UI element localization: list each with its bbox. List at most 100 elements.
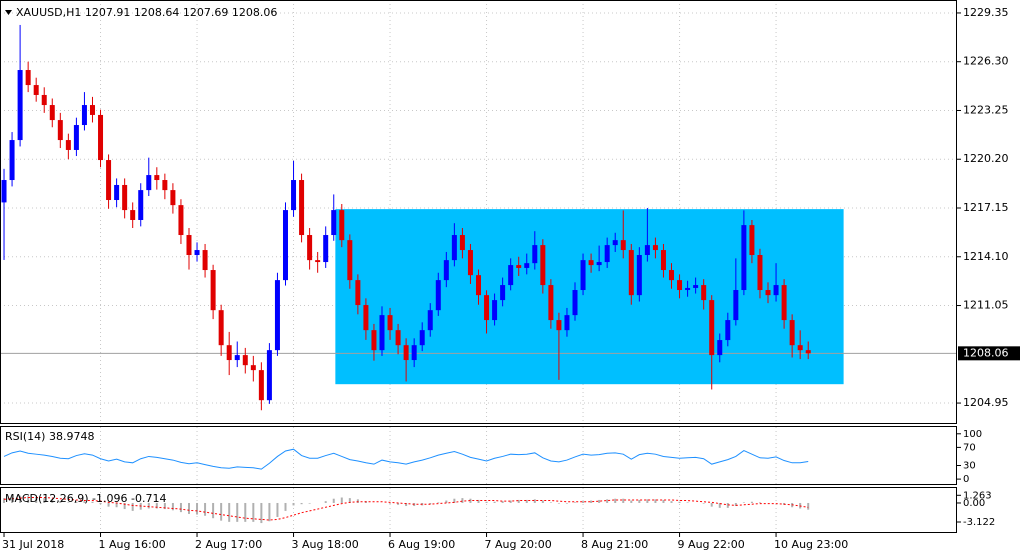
x-tick-label: 6 Aug 19:00 (388, 538, 455, 551)
y-tick-label: 1217.15 (963, 201, 1009, 214)
candle-body (660, 250, 666, 271)
candle-body (741, 225, 747, 291)
candle-body (717, 340, 723, 356)
candle-body (797, 345, 803, 351)
candle-body (379, 315, 385, 351)
candle-body (516, 265, 522, 268)
candle-body (443, 260, 449, 281)
candle-body (202, 250, 208, 271)
candle-body (57, 120, 63, 141)
candle-body (669, 270, 675, 281)
candle-body (492, 300, 498, 321)
x-tick-label: 7 Aug 20:00 (485, 538, 552, 551)
candle-body (307, 235, 313, 261)
candle-body (73, 125, 79, 150)
header-low: 1207.69 (183, 6, 229, 19)
candle-body (274, 280, 280, 351)
y-tick-label: 0.00 (963, 498, 985, 509)
y-tick-label: 1.263 (963, 490, 992, 501)
candle-body (548, 285, 554, 321)
candle-body (250, 365, 256, 371)
signal-line (3, 497, 809, 521)
candle-body (620, 240, 626, 251)
header-open: 1207.91 (85, 6, 131, 19)
candle-body (411, 345, 417, 361)
candle-body (572, 290, 578, 316)
candle-body (282, 210, 288, 281)
candle-body (749, 225, 755, 256)
candle-body (564, 315, 570, 331)
candle-body (81, 105, 87, 126)
candle-body (685, 287, 691, 291)
candle-body (596, 262, 602, 266)
candle-body (805, 350, 811, 354)
candle-body (371, 330, 377, 351)
candle-body (33, 85, 39, 95)
candle-body (323, 235, 329, 263)
candle-body (508, 265, 514, 286)
macd-value: -1.096 (92, 492, 127, 505)
y-tick-label: 1211.05 (963, 299, 1009, 312)
rsi-title: RSI(14) (5, 430, 45, 443)
candle-body (106, 160, 112, 201)
candle-body (540, 245, 546, 286)
candle-body (524, 263, 530, 268)
y-tick-label: 30 (963, 461, 976, 472)
candle-body (258, 370, 264, 401)
x-tick-label: 2 Aug 17:00 (195, 538, 262, 551)
x-tick-label: 1 Aug 16:00 (99, 538, 166, 551)
rsi-line (3, 448, 809, 470)
candle-body (677, 280, 683, 291)
candle-body (347, 240, 353, 281)
y-tick-label: 1223.25 (963, 103, 1009, 116)
y-tick-label: 1204.95 (963, 396, 1009, 409)
candle-body (459, 235, 465, 251)
candle-body (154, 175, 160, 181)
candle-body (427, 310, 433, 331)
candle-body (604, 245, 610, 263)
candle-body (580, 260, 586, 291)
candle-body (363, 305, 369, 331)
x-tick-label: 9 Aug 22:00 (678, 538, 745, 551)
rsi-value: 38.9748 (49, 430, 95, 443)
candle-body (234, 355, 240, 361)
candle-body (130, 210, 136, 220)
candle-body (299, 180, 305, 236)
y-tick-label: 0 (963, 474, 969, 485)
candle-body (49, 105, 55, 121)
candle-body (467, 250, 473, 276)
candle-body (194, 250, 200, 256)
candle-body (89, 105, 95, 115)
candle-body (1, 180, 7, 203)
y-tick-label: 70 (963, 442, 976, 453)
candle-body (419, 330, 425, 346)
candle-body (266, 350, 272, 401)
header: XAUUSD,H1 1207.91 1208.64 1207.69 1208.0… (16, 6, 277, 19)
candle-body (403, 345, 409, 361)
candle-body (435, 280, 441, 311)
y-tick-label: -3.122 (963, 517, 995, 528)
current-price-box (958, 346, 1020, 361)
candle-body (757, 255, 763, 291)
candle-body (355, 280, 361, 306)
y-tick-label: 1214.10 (963, 250, 1009, 263)
macd-label: MACD(12,26,9) -1.096 -0.714 (5, 492, 166, 505)
symbol-menu-arrow[interactable] (5, 10, 12, 15)
candle-body (170, 190, 176, 206)
x-tick-label: 31 Jul 2018 (2, 538, 64, 551)
candle-body (701, 285, 707, 301)
candle-body (395, 330, 401, 346)
candle-body (588, 260, 594, 266)
candle-body (339, 210, 345, 241)
candle-body (733, 290, 739, 321)
candle-body (331, 210, 337, 236)
candle-body (709, 300, 715, 356)
candle-body (122, 184, 128, 211)
candle-body (476, 275, 481, 296)
candle-body (65, 140, 71, 150)
candle-body (162, 180, 168, 191)
candle-body (451, 235, 457, 261)
candle-body (114, 184, 120, 201)
candle-body (218, 310, 224, 346)
